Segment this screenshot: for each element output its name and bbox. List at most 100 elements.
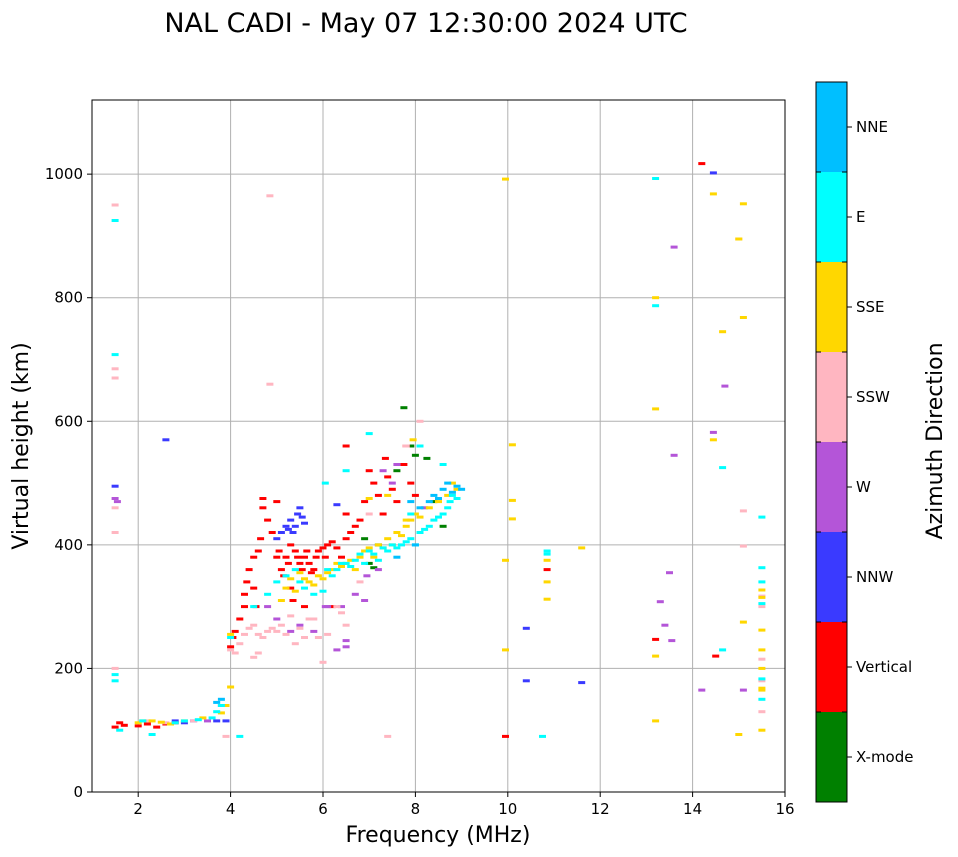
data-point: [291, 642, 299, 646]
data-point: [277, 568, 285, 572]
data-point: [116, 721, 124, 725]
data-point: [502, 177, 509, 181]
data-point: [111, 666, 119, 670]
data-point: [296, 571, 304, 575]
data-point: [393, 546, 401, 550]
data-point: [245, 568, 253, 572]
data-point: [543, 568, 551, 572]
data-point: [250, 586, 258, 590]
data-point: [400, 406, 408, 410]
data-point: [324, 568, 332, 572]
data-point: [522, 679, 530, 683]
data-point: [709, 430, 717, 434]
data-point: [347, 558, 355, 562]
data-point: [236, 617, 244, 621]
data-point: [719, 648, 727, 652]
data-point: [307, 571, 315, 575]
data-point: [312, 555, 320, 559]
data-point: [277, 623, 285, 627]
data-point: [543, 597, 551, 601]
data-point: [287, 577, 295, 581]
data-point: [384, 734, 392, 738]
data-point: [282, 555, 290, 559]
data-point: [388, 543, 396, 547]
data-point: [324, 605, 332, 609]
data-point: [351, 568, 359, 572]
data-point: [351, 524, 359, 528]
data-point: [384, 493, 392, 497]
y-tick-label: 0: [73, 783, 83, 801]
data-point: [721, 384, 729, 388]
data-point: [342, 469, 350, 473]
data-point: [435, 515, 442, 519]
data-point: [439, 512, 447, 516]
colorbar-segment: [816, 532, 847, 622]
data-point: [342, 444, 350, 448]
data-point: [180, 721, 188, 725]
data-point: [222, 734, 230, 738]
series-nnw: [111, 171, 717, 725]
data-point: [374, 558, 382, 562]
data-point: [264, 518, 272, 522]
data-point: [217, 704, 225, 707]
data-point: [111, 353, 119, 357]
data-point: [291, 549, 299, 553]
data-point: [298, 568, 306, 572]
data-point: [231, 651, 239, 655]
data-point: [328, 540, 336, 544]
data-point: [120, 723, 128, 727]
data-point: [291, 568, 299, 572]
data-point: [199, 716, 207, 720]
series-nne: [213, 481, 466, 704]
data-point: [439, 463, 447, 466]
x-axis-label: Frequency (MHz): [346, 823, 531, 848]
data-point: [421, 527, 429, 531]
data-point: [435, 500, 442, 504]
data-point: [758, 677, 766, 681]
data-point: [314, 636, 322, 639]
data-point: [416, 515, 424, 519]
data-point: [439, 487, 447, 491]
data-point: [361, 537, 369, 541]
colorbar-segment: [816, 82, 847, 172]
data-point: [458, 487, 466, 491]
data-point: [365, 432, 373, 436]
data-point: [319, 660, 327, 664]
data-point: [310, 568, 318, 572]
data-point: [739, 202, 747, 206]
data-point: [407, 481, 415, 485]
data-point: [365, 561, 373, 565]
data-point: [402, 540, 410, 544]
colorbar-tick-label: SSW: [856, 388, 890, 406]
data-point: [287, 629, 295, 633]
data-point: [402, 444, 410, 448]
data-point: [231, 629, 239, 633]
data-point: [393, 500, 401, 504]
data-point: [111, 725, 119, 729]
colorbar-tick-label: X-mode: [856, 748, 913, 766]
data-point: [296, 623, 304, 627]
data-point: [342, 561, 350, 565]
data-point: [111, 497, 119, 500]
data-point: [294, 512, 302, 516]
data-point: [287, 614, 295, 618]
data-point: [266, 194, 274, 198]
data-point: [407, 512, 415, 516]
y-axis-ticks: 0 200 400 600 800 1000: [45, 165, 92, 801]
data-point: [227, 645, 235, 649]
data-point: [502, 558, 509, 562]
data-point: [374, 493, 382, 497]
data-point: [273, 537, 281, 541]
data-point: [370, 552, 378, 556]
data-point: [277, 599, 285, 602]
data-point: [425, 506, 433, 510]
data-point: [758, 666, 766, 670]
colorbar-segment: [816, 262, 847, 352]
data-point: [370, 566, 378, 570]
data-point: [111, 203, 119, 207]
data-point: [384, 475, 392, 479]
data-point: [282, 524, 290, 528]
data-point: [266, 382, 274, 386]
data-point: [578, 681, 586, 685]
data-point: [416, 531, 424, 534]
